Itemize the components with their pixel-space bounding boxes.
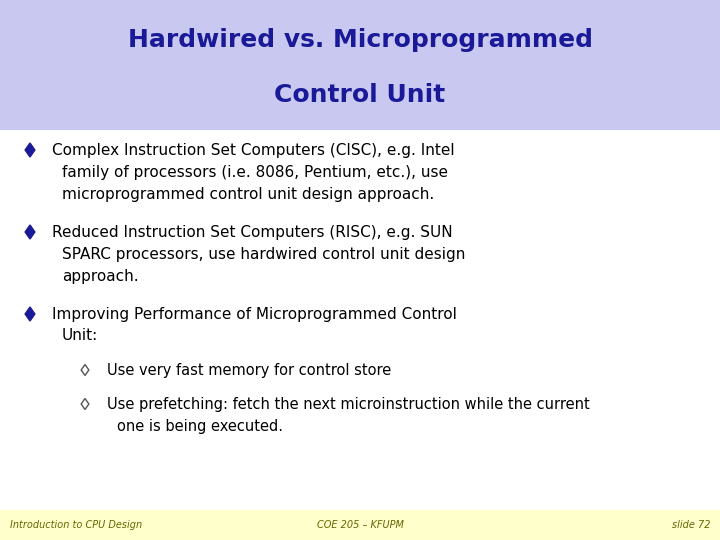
Text: Use prefetching: fetch the next microinstruction while the current: Use prefetching: fetch the next microins… bbox=[107, 396, 590, 411]
Polygon shape bbox=[25, 307, 35, 321]
Polygon shape bbox=[25, 143, 35, 157]
Text: Control Unit: Control Unit bbox=[274, 83, 446, 107]
Text: Unit:: Unit: bbox=[62, 328, 98, 343]
Text: slide 72: slide 72 bbox=[672, 520, 710, 530]
FancyBboxPatch shape bbox=[0, 510, 720, 540]
Text: Use very fast memory for control store: Use very fast memory for control store bbox=[107, 362, 391, 377]
Polygon shape bbox=[81, 399, 89, 409]
Text: Introduction to CPU Design: Introduction to CPU Design bbox=[10, 520, 142, 530]
Text: Improving Performance of Microprogrammed Control: Improving Performance of Microprogrammed… bbox=[52, 307, 457, 321]
Text: Complex Instruction Set Computers (CISC), e.g. Intel: Complex Instruction Set Computers (CISC)… bbox=[52, 143, 454, 158]
FancyBboxPatch shape bbox=[0, 0, 720, 130]
Text: SPARC processors, use hardwired control unit design: SPARC processors, use hardwired control … bbox=[62, 246, 465, 261]
Polygon shape bbox=[25, 225, 35, 239]
Text: family of processors (i.e. 8086, Pentium, etc.), use: family of processors (i.e. 8086, Pentium… bbox=[62, 165, 448, 179]
Polygon shape bbox=[81, 364, 89, 375]
Text: approach.: approach. bbox=[62, 268, 139, 284]
Text: Hardwired vs. Microprogrammed: Hardwired vs. Microprogrammed bbox=[127, 28, 593, 52]
Text: one is being executed.: one is being executed. bbox=[117, 418, 283, 434]
Text: Reduced Instruction Set Computers (RISC), e.g. SUN: Reduced Instruction Set Computers (RISC)… bbox=[52, 225, 453, 240]
Text: COE 205 – KFUPM: COE 205 – KFUPM bbox=[317, 520, 403, 530]
Text: microprogrammed control unit design approach.: microprogrammed control unit design appr… bbox=[62, 186, 434, 201]
